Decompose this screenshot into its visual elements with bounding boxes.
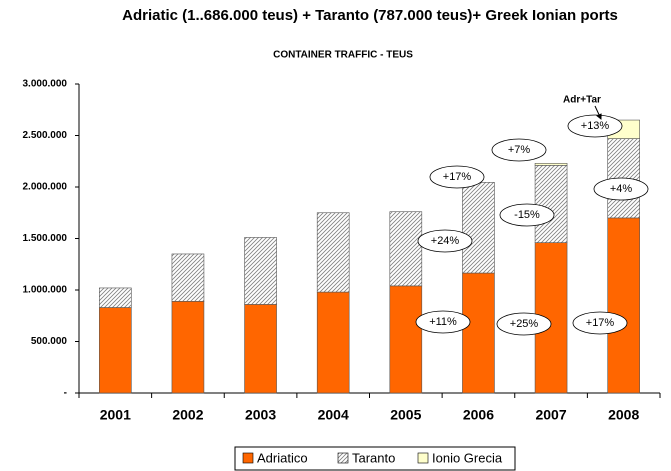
annotation: +7%	[508, 144, 531, 156]
annotation: +25%	[510, 318, 539, 330]
annotation-oval	[593, 177, 649, 201]
legend-box	[234, 446, 516, 471]
annotation: +4%	[610, 183, 633, 195]
annotation: Adr+Tar	[563, 95, 601, 106]
bar-segment	[99, 307, 132, 394]
y-tick-label: 3.000.000	[23, 79, 68, 90]
annotation-oval	[491, 138, 547, 162]
bar-segment	[607, 217, 640, 394]
chart-title: Adriatic (1..686.000 teus) + Taranto (78…	[122, 7, 618, 24]
bar-segment	[389, 211, 423, 287]
bar-segment	[534, 163, 568, 166]
y-tick-label: 2.500.000	[23, 130, 68, 141]
legend-swatch	[417, 452, 429, 464]
bar-segment	[534, 165, 568, 243]
legend-swatch	[242, 452, 254, 464]
bar-segment	[171, 253, 205, 302]
x-tick-label: 2008	[608, 407, 639, 423]
annotation-oval	[499, 203, 555, 227]
x-tick-label: 2006	[463, 407, 494, 423]
y-tick-label: -	[64, 388, 67, 399]
annotation-oval	[567, 114, 623, 138]
bar-segment	[462, 272, 495, 394]
y-tick-label: 2.000.000	[23, 182, 68, 193]
annotation: +11%	[429, 316, 457, 328]
bar-segment	[244, 237, 277, 305]
bar-segment	[389, 285, 423, 394]
annotation: +17%	[443, 171, 472, 183]
legend-label: Adriatico	[257, 450, 308, 465]
x-tick-label: 2003	[245, 407, 276, 423]
annotation: -15%	[514, 209, 540, 221]
bar-segment	[462, 182, 495, 274]
annotation-oval	[429, 165, 485, 189]
y-tick-label: 1.000.000	[23, 285, 68, 296]
x-tick-label: 2004	[318, 407, 349, 423]
x-tick-label: 2005	[390, 407, 421, 423]
bar-segment	[316, 212, 350, 293]
annotation-arrow	[594, 105, 602, 120]
annotation-oval	[417, 229, 473, 253]
legend-label: Taranto	[352, 450, 395, 465]
annotation-oval	[572, 311, 628, 335]
annotation: +24%	[431, 235, 460, 247]
x-tick-label: 2001	[100, 407, 131, 423]
x-tick-label: 2002	[172, 407, 203, 423]
annotation-oval	[496, 312, 552, 336]
bar-segment	[171, 301, 205, 394]
annotation-oval	[415, 310, 471, 334]
annotation: +17%	[586, 317, 615, 329]
y-tick-label: 500.000	[31, 336, 68, 347]
bar-segment	[99, 287, 132, 308]
y-tick-label: 1.500.000	[23, 233, 68, 244]
bar-segment	[316, 291, 350, 394]
legend-swatch	[337, 452, 349, 464]
annotation: +13%	[581, 120, 610, 132]
legend-label: Ionio Grecia	[432, 450, 503, 465]
chart-subtitle: CONTAINER TRAFFIC - TEUS	[273, 50, 413, 61]
x-tick-label: 2007	[535, 407, 566, 423]
bar-segment	[244, 304, 277, 394]
